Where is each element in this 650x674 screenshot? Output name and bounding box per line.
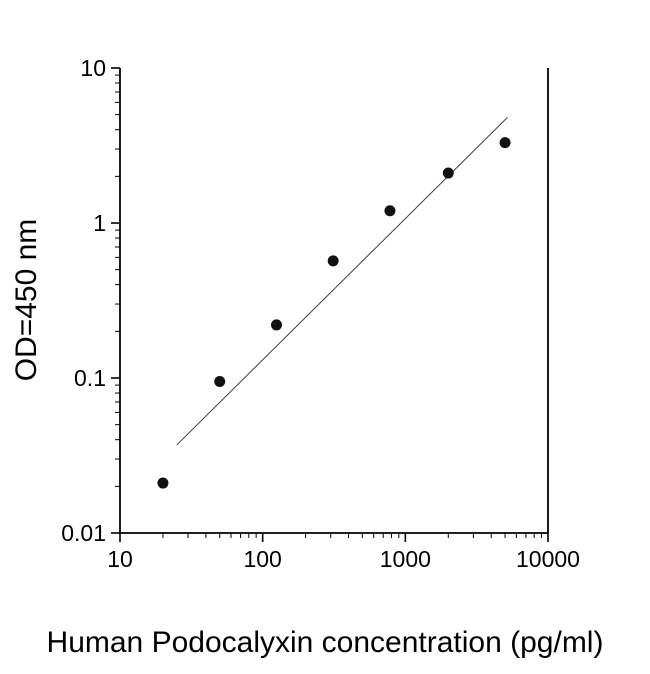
y-tick-label: 1 [93, 210, 106, 236]
x-tick-label: 100 [243, 546, 281, 572]
data-point [270, 319, 282, 331]
data-point [384, 205, 396, 217]
x-tick-label: 10000 [516, 546, 580, 572]
data-point [327, 255, 339, 267]
data-point [442, 167, 454, 179]
y-tick-label: 0.01 [61, 520, 106, 546]
trend-line [176, 117, 508, 446]
x-axis-title: Human Podocalyxin concentration (pg/ml) [47, 626, 604, 659]
y-axis-title: OD=450 nm [10, 219, 43, 382]
data-point [214, 375, 226, 387]
x-tick-label: 1000 [380, 546, 431, 572]
x-tick-label: 10 [107, 546, 133, 572]
y-tick-label: 10 [80, 55, 106, 81]
data-point [499, 137, 511, 149]
y-tick-label: 0.1 [74, 365, 106, 391]
data-point [157, 477, 169, 489]
